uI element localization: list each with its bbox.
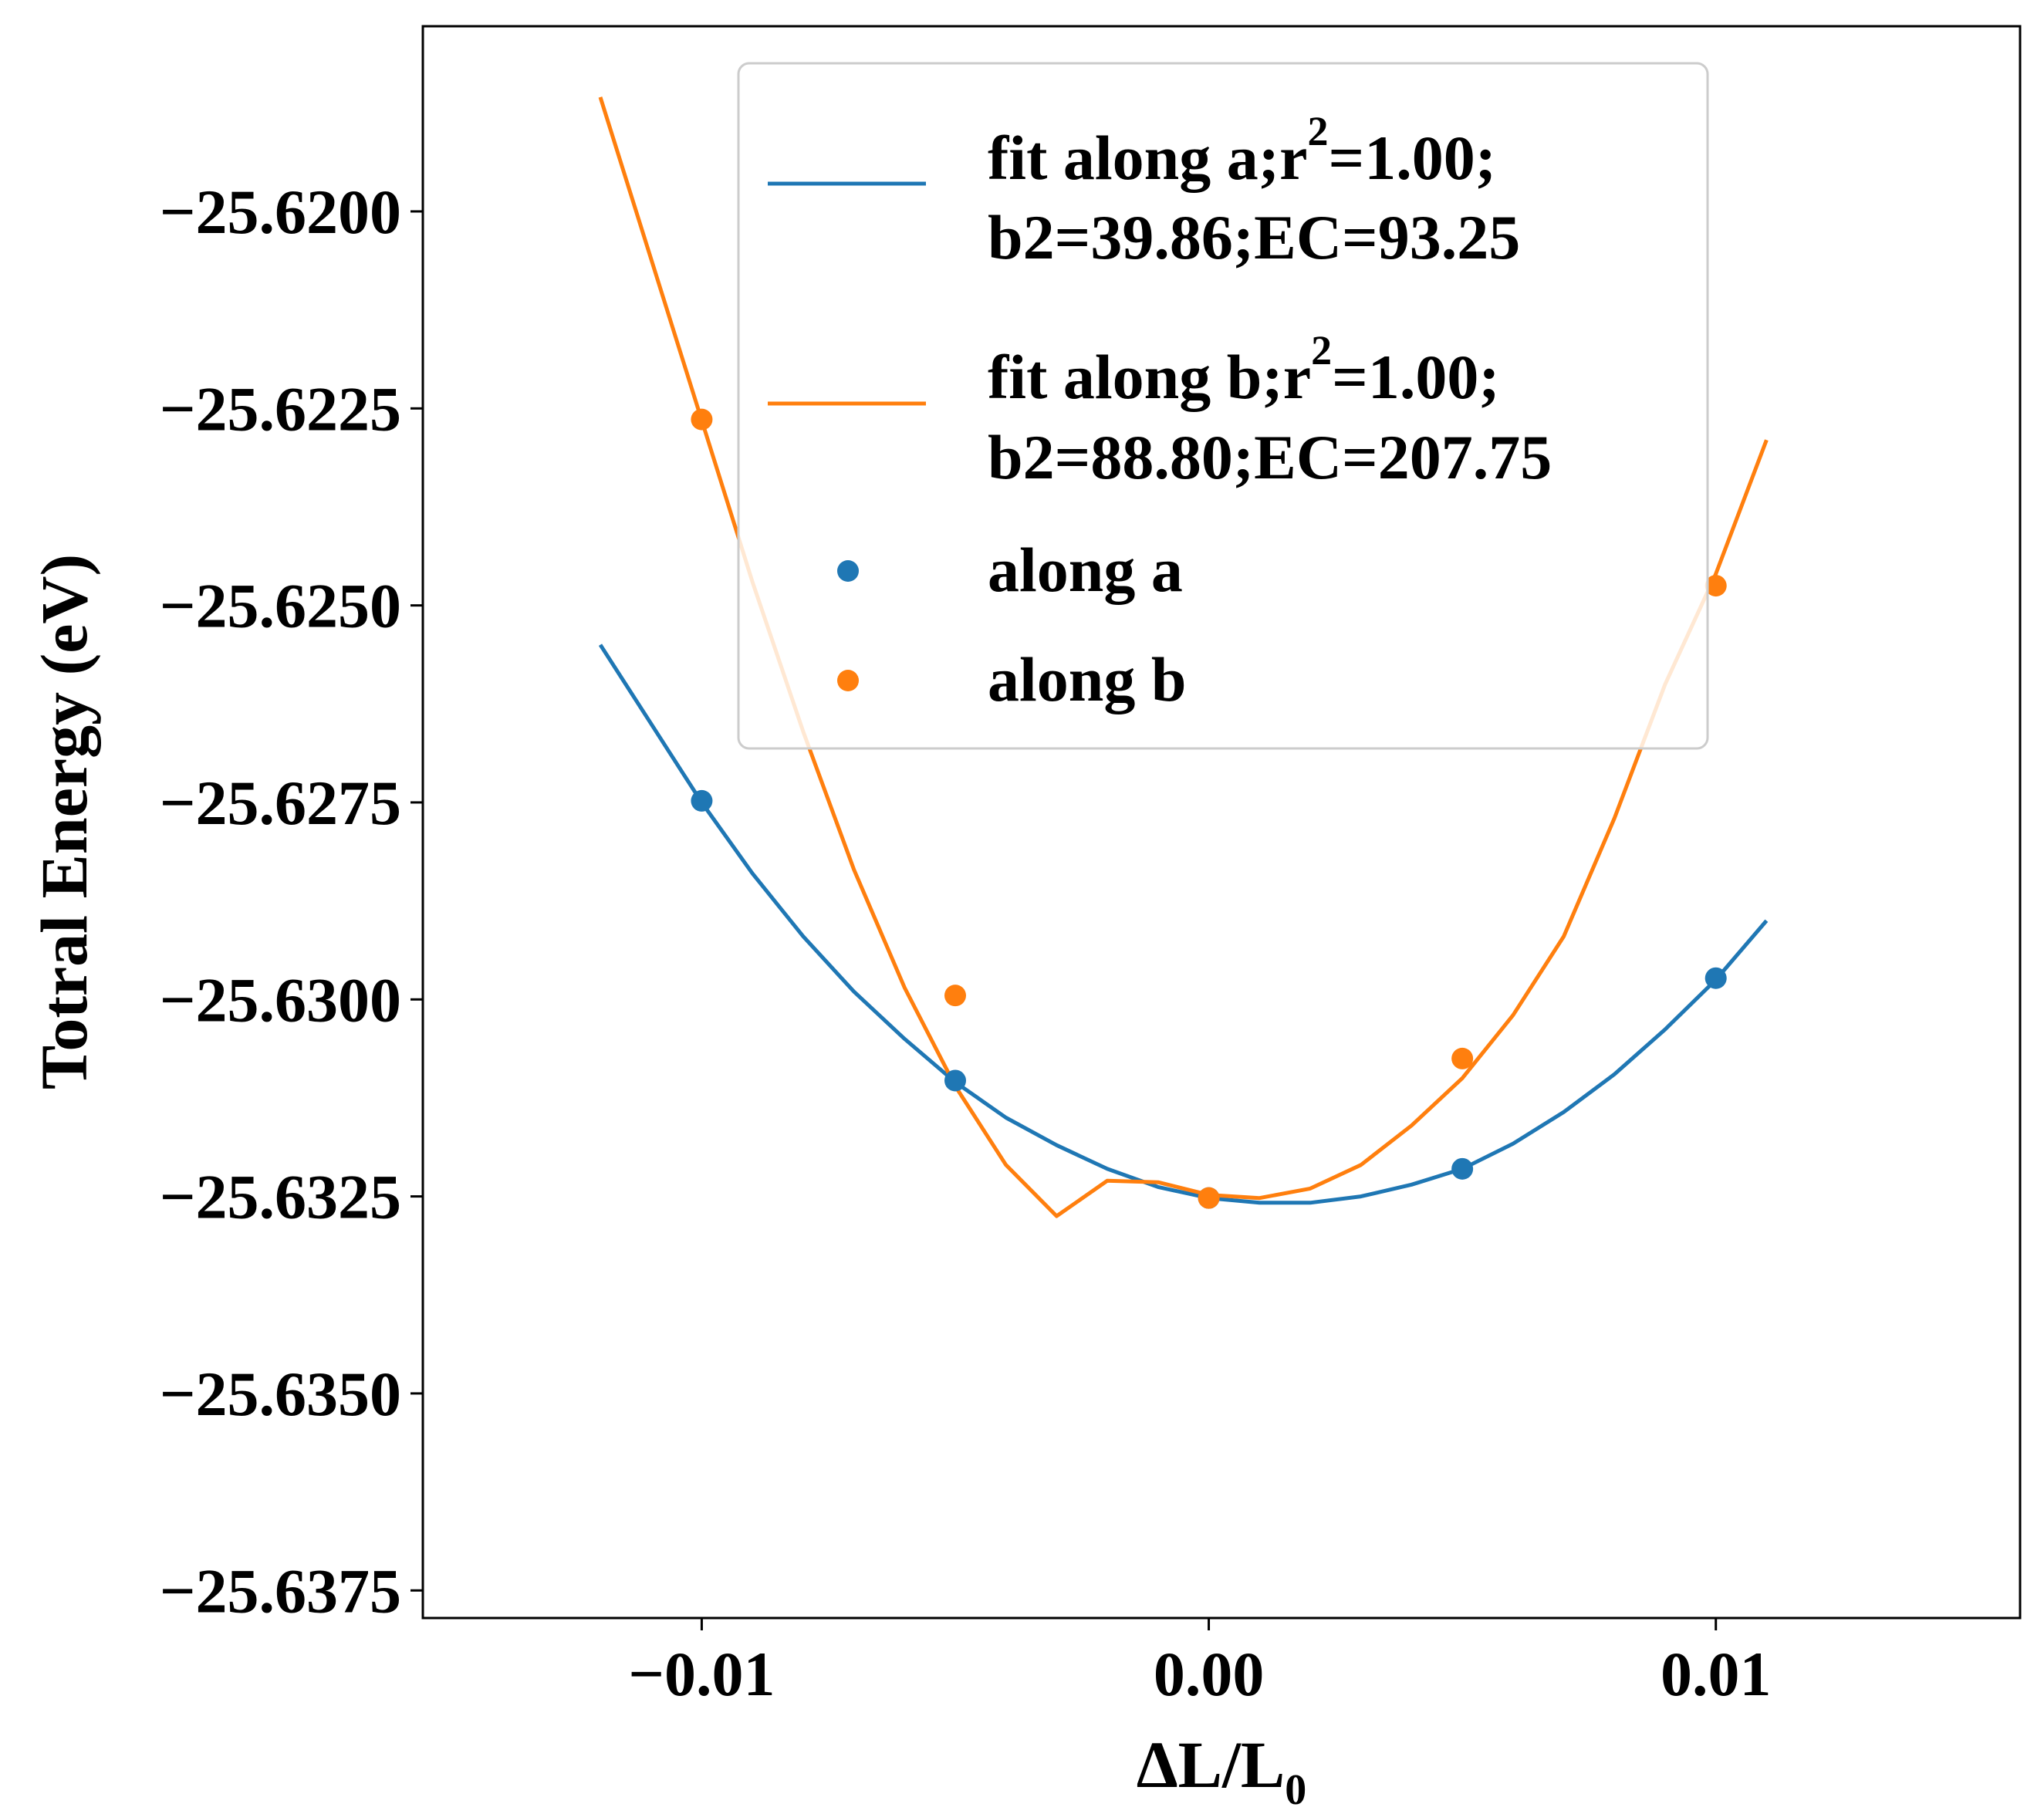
- x-tick-label: 0.00: [1154, 1639, 1265, 1709]
- data-point-along-b: [1704, 575, 1727, 597]
- series-line-fit-along-a: [598, 644, 1769, 1205]
- y-axis-label: Totral Energy (eV): [27, 554, 101, 1089]
- x-tick-label: −0.01: [628, 1639, 775, 1709]
- x-axis-label: ΔL/L0: [1137, 1728, 1307, 1814]
- legend-label-along-b: along b: [988, 644, 1187, 714]
- y-axis-ticks: −25.6200 −25.6225 −25.6250 −25.6275 −25.6300…: [160, 177, 423, 1626]
- data-point-along-b: [944, 985, 966, 1007]
- x-axis-label-subscript: 0: [1285, 1766, 1306, 1814]
- legend: fit along a;r2=1.00; b2=39.86;EC=93.25 f…: [737, 62, 1709, 750]
- y-tick-label: −25.6275: [160, 768, 401, 838]
- y-tick-label: −25.6225: [160, 373, 401, 444]
- y-tick-label: −25.6375: [160, 1556, 401, 1626]
- data-point-along-b: [691, 408, 713, 431]
- legend-box: [737, 62, 1709, 750]
- data-point-along-b: [1198, 1187, 1220, 1209]
- y-tick-label: −25.6325: [160, 1162, 401, 1232]
- data-point-along-a: [1451, 1157, 1474, 1180]
- legend-label-fit-a-line2: b2=39.86;EC=93.25: [988, 202, 1520, 272]
- y-tick-label: −25.6250: [160, 571, 401, 641]
- x-tick-label: 0.01: [1661, 1639, 1772, 1709]
- data-point-along-a: [691, 789, 713, 812]
- legend-label-fit-b: fit along b;r2=1.00;: [988, 327, 1500, 412]
- y-tick-label: −25.6300: [160, 964, 401, 1035]
- legend-label-fit-b-line2: b2=88.80;EC=207.75: [988, 422, 1552, 492]
- legend-label-fit-a: fit along a;r2=1.00;: [988, 108, 1496, 193]
- legend-marker-along-a: [837, 560, 859, 582]
- y-tick-label: −25.6350: [160, 1359, 401, 1429]
- data-point-along-b: [1451, 1047, 1474, 1069]
- data-point-along-a: [944, 1069, 966, 1092]
- data-point-along-a: [1704, 967, 1727, 989]
- plot-frame: [421, 25, 2022, 1620]
- y-tick-label: −25.6200: [160, 177, 401, 247]
- x-axis-label-main: ΔL/L: [1137, 1728, 1286, 1802]
- x-axis-ticks: −0.01 0.00 0.01: [628, 1618, 1771, 1709]
- legend-marker-along-b: [837, 670, 859, 691]
- legend-label-along-a: along a: [988, 535, 1183, 605]
